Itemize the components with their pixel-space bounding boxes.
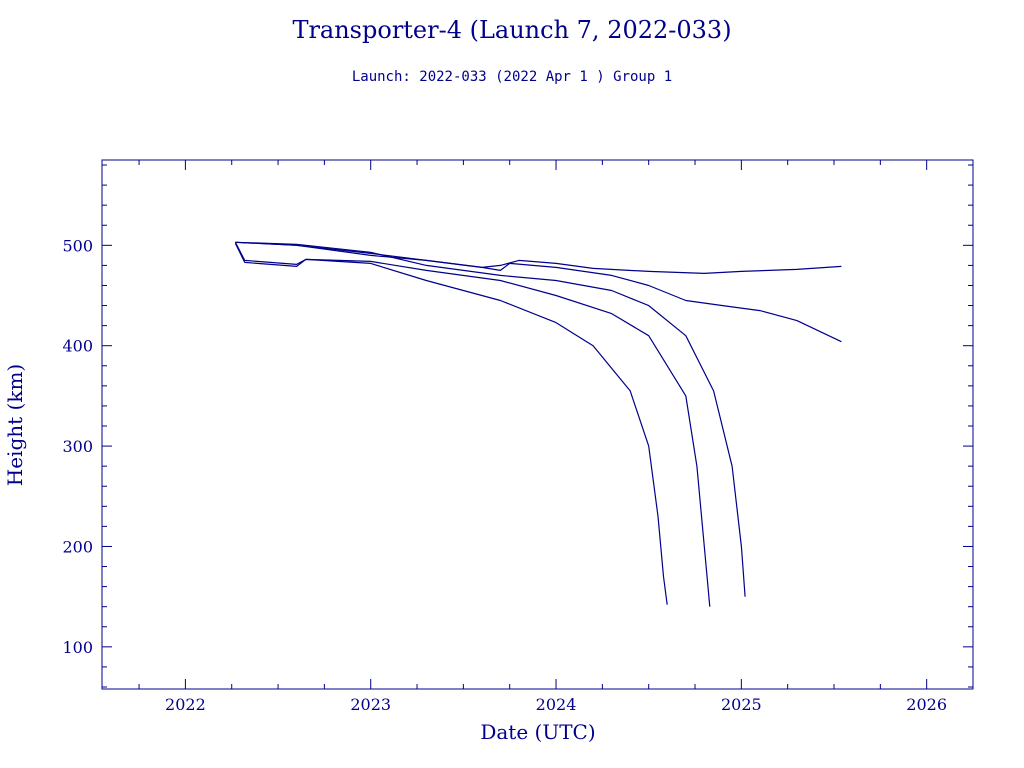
x-tick-label: 2024: [536, 695, 577, 714]
y-tick-label: 500: [62, 236, 93, 255]
series-line-2: [234, 242, 711, 607]
chart-title: Transporter-4 (Launch 7, 2022-033): [292, 16, 731, 44]
series-lines: [234, 241, 842, 607]
series-line-5: [235, 241, 842, 274]
y-tick-label: 400: [62, 337, 93, 356]
y-axis-label: Height (km): [3, 364, 27, 486]
y-tick-label: 300: [62, 437, 93, 456]
x-tick-labels: 2022 2023 2024 2025 2026: [165, 695, 947, 714]
x-tick-label: 2025: [721, 695, 762, 714]
series-line-1: [234, 243, 668, 605]
tick-marks: [102, 160, 974, 689]
y-tick-label: 100: [62, 638, 93, 657]
x-tick-label: 2023: [350, 695, 391, 714]
chart-subtitle: Launch: 2022-033 (2022 Apr 1 ) Group 1: [352, 69, 672, 85]
x-axis-label: Date (UTC): [480, 720, 595, 744]
x-tick-label: 2022: [165, 695, 206, 714]
y-tick-label: 200: [62, 537, 93, 556]
y-tick-labels: 100 200 300 400 500: [62, 236, 93, 657]
series-line-4: [235, 241, 842, 343]
x-tick-label: 2026: [906, 695, 947, 714]
series-line-3: [235, 241, 746, 597]
plot-frame: [101, 159, 974, 690]
